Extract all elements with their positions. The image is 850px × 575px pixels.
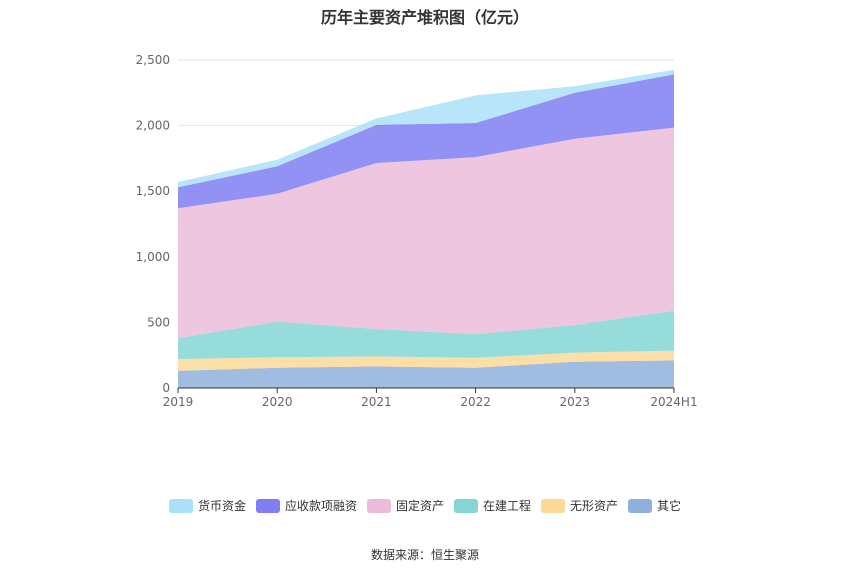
x-tick-label: 2024H1	[650, 395, 697, 409]
legend-label: 无形资产	[570, 499, 619, 513]
y-tick-label: 0	[162, 381, 170, 395]
area-其它	[178, 360, 674, 388]
area-无形资产	[178, 350, 674, 371]
legend-swatch	[255, 498, 280, 513]
legend-item[interactable]: 应收款项融资	[255, 497, 357, 514]
y-tick-label: 1,500	[136, 184, 170, 198]
legend-item[interactable]: 货币资金	[168, 497, 246, 514]
area-series	[178, 69, 674, 388]
legend-label: 应收款项融资	[284, 499, 357, 513]
legend-label: 其它	[657, 499, 682, 513]
legend-swatch	[168, 498, 193, 513]
legend-item[interactable]: 固定资产	[366, 497, 444, 514]
area-货币资金	[178, 69, 674, 188]
x-tick-label: 2021	[361, 395, 392, 409]
legend-swatch	[541, 498, 566, 513]
legend: 货币资金 应收款项融资 固定资产 在建工程 无形资产 其它	[0, 497, 850, 514]
chart-title: 历年主要资产堆积图（亿元）	[320, 8, 529, 27]
area-在建工程	[178, 310, 674, 360]
y-tick-label: 2,000	[136, 119, 170, 133]
x-tick-label: 2023	[560, 395, 591, 409]
x-tick-label: 2019	[163, 395, 194, 409]
y-tick-label: 2,500	[136, 53, 170, 67]
legend-item[interactable]: 其它	[628, 497, 681, 514]
axes: 0 500 1,000 1,500 2,000 2,500 2019 2020 2021 2022…	[136, 53, 698, 409]
legend-label: 固定资产	[395, 499, 444, 513]
x-tick-label: 2022	[460, 395, 491, 409]
legend-label: 货币资金	[197, 499, 246, 513]
data-source: 数据来源：恒生聚源	[370, 548, 479, 562]
legend-swatch	[628, 498, 653, 513]
legend-label: 在建工程	[483, 499, 532, 513]
legend-swatch	[366, 498, 391, 513]
area-应收款项融资	[178, 74, 674, 209]
legend-swatch	[454, 498, 478, 513]
area-固定资产	[178, 127, 674, 339]
legend-item[interactable]: 无形资产	[541, 497, 618, 514]
y-tick-label: 500	[147, 315, 170, 329]
y-tick-label: 1,000	[136, 250, 170, 264]
legend-item[interactable]: 在建工程	[454, 497, 531, 514]
x-tick-label: 2020	[262, 395, 293, 409]
